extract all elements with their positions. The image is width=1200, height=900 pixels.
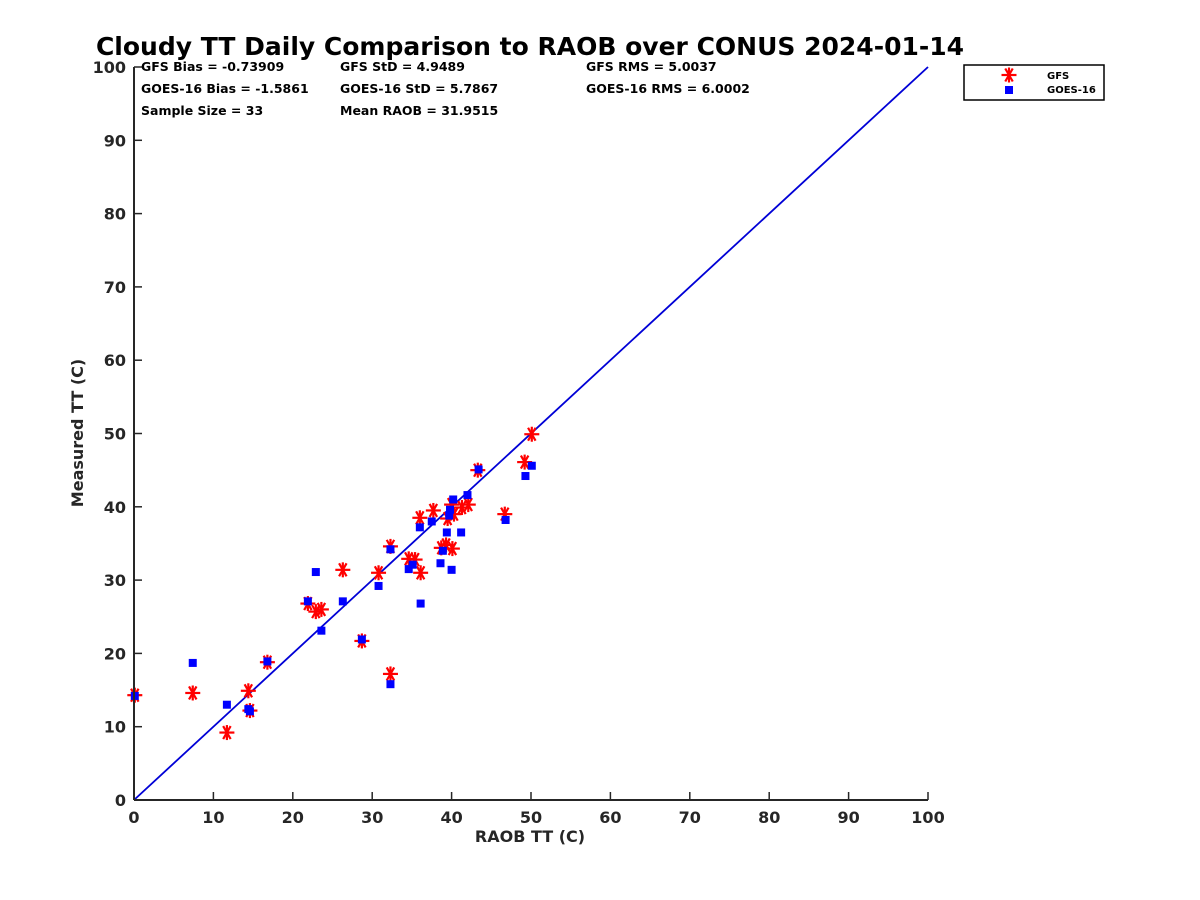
gfs-point: [444, 541, 460, 557]
y-axis-label: Measured TT (C): [68, 359, 87, 507]
gfs-point: [382, 666, 398, 682]
gfs-point: [524, 426, 540, 442]
goes16-point: [427, 517, 436, 526]
goes16-point: [374, 581, 383, 590]
stat-gfs-bias: GFS Bias = -0.73909: [141, 59, 284, 74]
gfs-point: [425, 502, 441, 518]
data-points-layer: [127, 426, 540, 741]
y-tick-label: 90: [104, 131, 126, 150]
goes16-point: [408, 560, 417, 569]
x-tick-label: 70: [679, 808, 701, 827]
goes16-point: [438, 546, 447, 555]
stat-goes-rms: GOES-16 RMS = 6.0002: [586, 81, 750, 96]
goes16-point: [436, 559, 445, 568]
gfs-point: [517, 454, 533, 470]
goes16-point: [311, 568, 320, 577]
goes16-point: [463, 491, 472, 500]
legend-goes16-marker: [1005, 86, 1013, 94]
goes16-point: [317, 626, 326, 635]
series-gfs: [127, 426, 540, 741]
y-tick-label: 10: [104, 718, 126, 737]
x-tick-label: 90: [837, 808, 859, 827]
stat-gfs-std: GFS StD = 4.9489: [340, 59, 465, 74]
legend-square-marker: [1005, 86, 1013, 94]
legend-goes16-label: GOES-16: [1047, 85, 1096, 96]
goes16-point: [263, 657, 272, 666]
stat-mean-raob: Mean RAOB = 31.9515: [340, 103, 498, 118]
goes16-point: [501, 515, 510, 524]
gfs-point: [335, 562, 351, 578]
goes16-point: [446, 505, 455, 514]
goes16-point: [222, 700, 231, 709]
y-tick-label: 30: [104, 571, 126, 590]
goes16-point: [303, 597, 312, 606]
statistics-block: GFS Bias = -0.73909 GFS StD = 4.9489 GFS…: [141, 59, 750, 118]
y-tick-label: 60: [104, 351, 126, 370]
goes16-point: [245, 707, 254, 716]
goes16-point: [415, 523, 424, 532]
y-tick-label: 100: [93, 58, 126, 77]
goes16-point: [357, 635, 366, 644]
gfs-point: [454, 500, 470, 516]
gfs-point: [313, 601, 329, 617]
chart-title: Cloudy TT Daily Comparison to RAOB over …: [96, 32, 964, 61]
x-tick-label: 100: [911, 808, 944, 827]
gfs-point: [412, 510, 428, 526]
gfs-point: [460, 497, 476, 513]
y-tick-label: 50: [104, 425, 126, 444]
x-tick-label: 30: [361, 808, 383, 827]
legend-asterisk-marker: [1001, 67, 1017, 83]
x-tick-label: 40: [440, 808, 462, 827]
x-tick-label: 0: [128, 808, 139, 827]
y-tick-label: 20: [104, 644, 126, 663]
goes16-point: [521, 472, 530, 481]
gfs-point: [371, 565, 387, 581]
stat-goes-bias: GOES-16 Bias = -1.5861: [141, 81, 309, 96]
gfs-point: [413, 565, 429, 581]
x-tick-label: 80: [758, 808, 780, 827]
stat-goes-std: GOES-16 StD = 5.7867: [340, 81, 498, 96]
series-goes-16: [130, 461, 536, 716]
goes16-point: [457, 528, 466, 537]
gfs-point: [240, 683, 256, 699]
goes16-point: [449, 495, 458, 504]
goes16-point: [447, 565, 456, 574]
stat-sample-size: Sample Size = 33: [141, 103, 263, 118]
goes16-point: [416, 599, 425, 608]
axes-layer: 0 10 20 30 40 50 60 70 80 90 100 0 10 20 30 40 50 60 70 80 9…: [93, 58, 945, 827]
goes16-point: [188, 658, 197, 667]
legend-box: [963, 64, 1105, 101]
goes16-point: [527, 461, 536, 470]
y-tick-label: 40: [104, 498, 126, 517]
y-tick-label: 70: [104, 278, 126, 297]
legend-gfs-marker: [1001, 67, 1017, 83]
goes16-point: [442, 528, 451, 537]
legend-gfs-label: GFS: [1047, 71, 1069, 82]
goes16-point: [338, 597, 347, 606]
stat-gfs-rms: GFS RMS = 5.0037: [586, 59, 717, 74]
legend: GFS GOES-16: [963, 64, 1105, 101]
y-tick-label: 80: [104, 205, 126, 224]
y-tick-label: 0: [115, 791, 126, 810]
goes16-point: [445, 511, 454, 520]
x-tick-label: 20: [282, 808, 304, 827]
goes16-point: [386, 545, 395, 554]
x-axis-label: RAOB TT (C): [475, 827, 585, 846]
x-tick-label: 50: [520, 808, 542, 827]
gfs-point: [219, 725, 235, 741]
gfs-point: [185, 685, 201, 701]
x-tick-label: 60: [599, 808, 621, 827]
goes16-point: [386, 680, 395, 689]
goes16-point: [404, 565, 413, 574]
x-tick-label: 10: [202, 808, 224, 827]
goes16-point: [474, 465, 483, 474]
